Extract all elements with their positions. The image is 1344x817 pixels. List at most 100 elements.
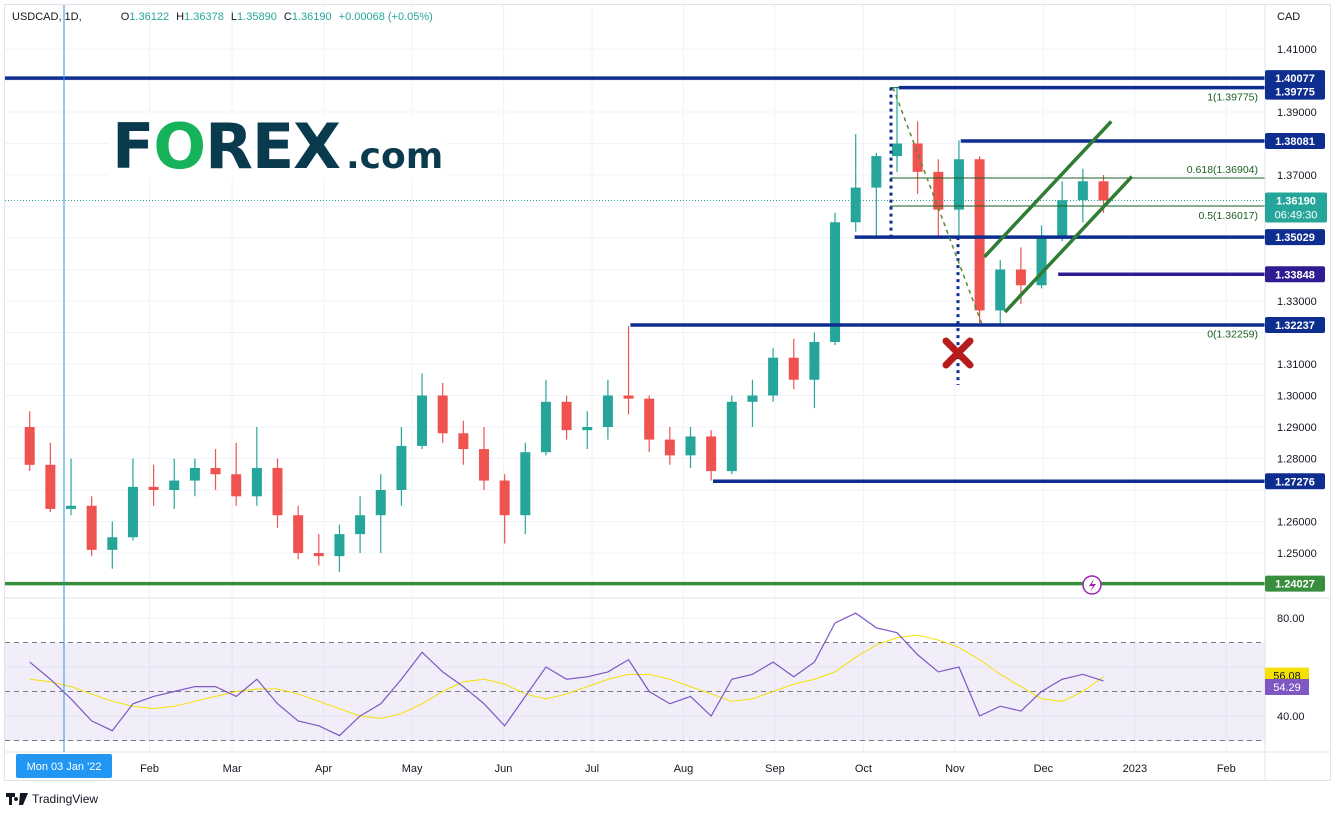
price-tag-label: 1.24027 — [1275, 579, 1315, 591]
price-tag-label: 1.32237 — [1275, 320, 1315, 332]
time-tick-label: Feb — [1217, 763, 1236, 775]
low-value: 1.35890 — [237, 11, 277, 23]
time-tick-label: Sep — [765, 763, 785, 775]
candle-body — [974, 159, 985, 311]
price-tag — [1265, 473, 1325, 490]
price-tag — [1265, 83, 1325, 100]
candle-body — [251, 467, 262, 497]
candle-body — [768, 357, 779, 396]
low-label: L — [230, 11, 238, 23]
candle-body — [169, 480, 180, 490]
rsi-bands — [5, 642, 1265, 741]
candle-body — [706, 436, 717, 472]
price-tick-label: 1.26000 — [1277, 517, 1317, 529]
last-price-tag — [1265, 192, 1327, 223]
open-label: O — [120, 11, 130, 23]
candle-body — [809, 341, 820, 380]
candle-body — [396, 445, 407, 490]
countdown-label: 06:49:30 — [1275, 210, 1318, 222]
candle-body — [417, 395, 428, 446]
price-tick-label: 1.25000 — [1277, 548, 1317, 560]
time-axis[interactable]: Feb Mar Apr May Jun Jul Aug Sep Oct Nov Dec 2023 Feb — [140, 763, 1236, 775]
candle-body — [602, 395, 613, 427]
time-tick-label: Jul — [585, 763, 599, 775]
price-tick-label: 1.30000 — [1277, 391, 1317, 403]
candle-body — [747, 395, 758, 402]
logo-rex: REX — [205, 110, 341, 183]
time-tick-label: 2023 — [1123, 763, 1147, 775]
change-value: +0.00068 (+0.05%) — [338, 11, 433, 23]
time-tick-label: Feb — [140, 763, 159, 775]
candle-body — [788, 357, 799, 380]
candle-body — [726, 401, 737, 472]
candle-body — [231, 474, 242, 497]
price-tick-label: 1.41000 — [1277, 44, 1317, 56]
candle-body — [313, 553, 324, 557]
candle-body — [293, 515, 304, 553]
rsi-value-label: 54.29 — [1273, 682, 1301, 694]
price-tag — [1265, 317, 1325, 334]
lightning-icon — [1089, 579, 1096, 592]
rsi-lines — [29, 612, 1104, 737]
candle-body — [479, 449, 489, 481]
price-tag — [1265, 132, 1325, 149]
candle-body — [520, 452, 531, 516]
price-tag-label: 1.40077 — [1275, 73, 1315, 85]
candle-body — [933, 171, 944, 210]
candle-body — [1015, 269, 1026, 286]
legend-header: USDCAD, 1D, O1.36122 H1.36378 L1.35890 C… — [12, 11, 433, 23]
candle-body — [1077, 181, 1088, 201]
candle-body — [127, 486, 138, 538]
price-axis[interactable]: CAD 1.41000 1.39000 1.37000 1.33000 1.31000 1… — [1277, 11, 1317, 723]
tradingview-logo-icon — [6, 793, 28, 805]
drawings[interactable]: 1(1.39775) 0.618(1.36904) 0.5(1.36017) 0(1.… — [5, 76, 1265, 595]
tradingview-branding[interactable]: TradingView — [6, 792, 98, 806]
rsi-line — [29, 612, 1104, 737]
forex-com-logo: F O REX .com — [108, 110, 448, 183]
open-value: 1.36122 — [129, 11, 170, 23]
candle-body — [644, 398, 655, 440]
crosshair-date-label: Mon 03 Jan '22 — [27, 761, 102, 773]
candle-body — [685, 436, 696, 456]
price-tag — [1265, 229, 1325, 246]
high-label: H — [176, 11, 185, 23]
time-tick-label: Oct — [855, 763, 872, 775]
candle-body — [86, 505, 97, 550]
price-tick-label: 1.28000 — [1277, 454, 1317, 466]
rsi-value-tag — [1265, 678, 1309, 695]
candle-body — [1036, 238, 1047, 286]
price-tag-label: 1.39775 — [1275, 87, 1315, 99]
price-tag — [1265, 575, 1325, 592]
fib-level-label: 0.618(1.36904) — [1187, 164, 1258, 176]
candle-body — [561, 401, 572, 431]
candle-body — [995, 269, 1006, 311]
last-price-label: 1.36190 — [1276, 196, 1316, 208]
fib-level-label: 0.5(1.36017) — [1198, 210, 1258, 222]
time-tick-label: May — [402, 763, 423, 775]
channel-line — [1003, 175, 1134, 314]
candle-body — [1098, 181, 1109, 201]
x-mark-icon — [942, 337, 974, 369]
symbol-label[interactable]: USDCAD, 1D, — [12, 11, 82, 23]
channel-line — [983, 120, 1113, 259]
rsi-ma-line — [29, 634, 1104, 719]
price-tick-label: 1.29000 — [1277, 422, 1317, 434]
time-tick-label: Dec — [1034, 763, 1054, 775]
rsi-tick-label: 40.00 — [1277, 711, 1305, 723]
price-tick-label: 1.39000 — [1277, 107, 1317, 119]
price-tags: 1.40077 1.39775 1.38081 1.35029 1.33848 1.322… — [1265, 70, 1327, 695]
price-tag-label: 1.35029 — [1275, 232, 1315, 244]
candle-body — [540, 401, 551, 453]
price-tick-label: 1.37000 — [1277, 170, 1317, 182]
time-tick-label: Nov — [945, 763, 965, 775]
time-tick-label: Jun — [495, 763, 513, 775]
candle-body — [582, 427, 593, 431]
candle-body — [1057, 200, 1068, 238]
candle-body — [458, 433, 469, 450]
close-label: C — [283, 11, 292, 23]
candles — [24, 86, 1109, 572]
time-tick-label: Mar — [223, 763, 242, 775]
candle-body — [499, 480, 510, 516]
candle-body — [210, 467, 221, 475]
